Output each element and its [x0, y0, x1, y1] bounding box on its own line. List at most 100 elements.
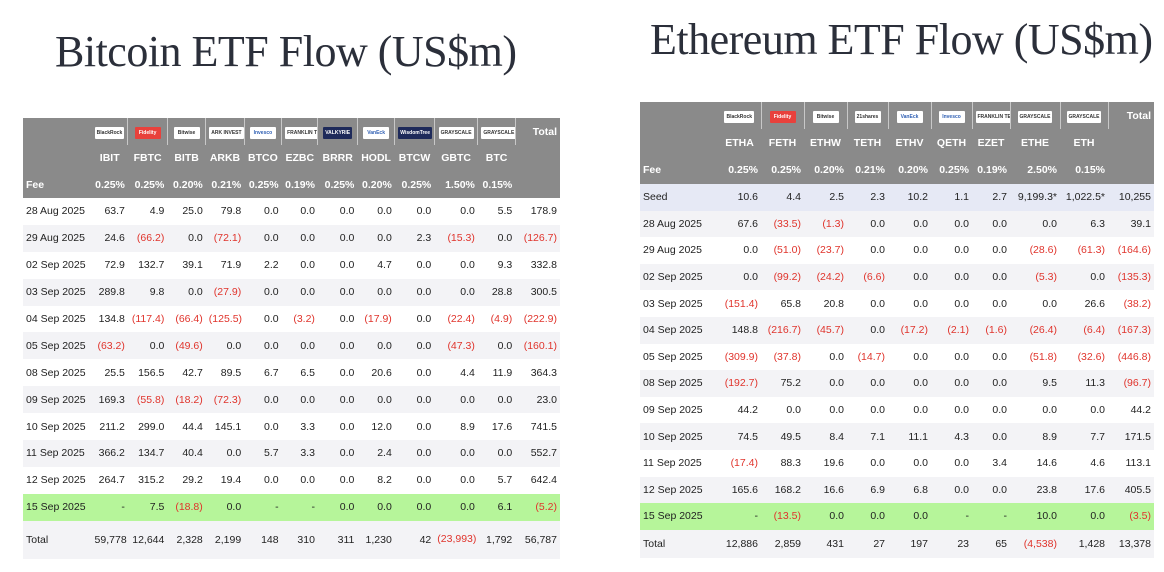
flow-value: 0.0 — [317, 386, 358, 414]
row-total-value: 642.4 — [515, 466, 560, 494]
ticker-label: TETH — [847, 129, 888, 156]
flow-value: 0.0 — [394, 251, 435, 279]
row-total-value: (135.3) — [1108, 263, 1154, 291]
flow-value: 0.0 — [888, 503, 931, 530]
flow-value: 74.5 — [718, 423, 761, 450]
ticker-label: FBTC — [127, 145, 168, 171]
flow-value: 145.1 — [205, 413, 245, 441]
flow-value: 0.0 — [847, 370, 888, 397]
flow-value: 0.0 — [931, 210, 972, 238]
flow-value: 17.6 — [477, 413, 516, 441]
flow-value: 2.5 — [804, 184, 847, 211]
flow-value: 9.8 — [127, 278, 168, 306]
flow-value: 49.5 — [761, 423, 804, 450]
issuer-logo-cell: Bitwise — [804, 102, 848, 129]
issuer-logo-cell: Bitwise — [167, 118, 207, 145]
flow-value: 0.0 — [394, 493, 435, 521]
flow-value: 0.0 — [847, 396, 888, 424]
ticker-label: GBTC — [434, 145, 478, 171]
fee-value: 0.25% — [91, 171, 128, 198]
issuer-logo-icon: BlackRock — [724, 110, 755, 123]
flow-value: 0.0 — [804, 503, 847, 530]
issuer-logo-cell: WisdomTree — [394, 118, 435, 145]
flow-value: (1.6) — [972, 316, 1010, 344]
flow-value: 0.0 — [167, 224, 206, 252]
flow-value: 1.1 — [931, 184, 972, 211]
cumulative-total-value: 2,328 — [167, 520, 206, 559]
row-total-value: (96.7) — [1108, 370, 1154, 397]
flow-value: 0.0 — [1010, 396, 1060, 424]
table-row: 04 Sep 2025 134.8 (117.4) (66.4) (125.5) 0.0(… — [23, 305, 560, 333]
issuer-logo-icon: Fidelity — [134, 126, 161, 139]
flow-value: - — [718, 503, 761, 530]
flow-value: (22.4) — [434, 305, 478, 333]
row-total-value: 300.5 — [515, 278, 560, 306]
flow-value: 19.4 — [205, 466, 245, 494]
issuer-logo-cell: BlackRock — [718, 102, 762, 129]
flow-value: 0.0 — [888, 343, 931, 371]
flow-value: (61.3) — [1060, 237, 1108, 264]
flow-value: (13.5) — [761, 503, 804, 530]
eth-flow-title: Ethereum ETF Flow (US$m) — [650, 15, 1153, 64]
flow-value: 0.0 — [718, 263, 761, 291]
flow-value: 0.0 — [718, 237, 761, 264]
ticker-label: HODL — [357, 145, 395, 171]
issuer-logo-icon: 21shares — [854, 110, 881, 123]
flow-value: 0.0 — [394, 466, 435, 494]
cumulative-total-value: 148 — [244, 520, 282, 559]
cumulative-total-value: 2,859 — [761, 529, 804, 558]
flow-value: 0.0 — [761, 396, 804, 424]
total-label: Total — [23, 520, 92, 559]
table-row: 10 Sep 2025 74.5 49.5 8.4 7.1 11.1 4.3 0.0 8.9 7.… — [640, 423, 1154, 450]
flow-value: 0.0 — [244, 278, 282, 306]
flow-value: 0.0 — [972, 396, 1010, 424]
flow-value: 0.0 — [1060, 396, 1108, 424]
flow-value: 0.0 — [394, 440, 435, 467]
fee-value: 0.15% — [1060, 156, 1108, 184]
fee-value: 0.25% — [761, 156, 804, 184]
blank-header-cell — [640, 129, 718, 156]
blank-header-cell — [1108, 129, 1154, 156]
issuer-logo-icon: GRAYSCALE — [438, 126, 474, 139]
flow-value: 63.7 — [91, 198, 128, 225]
eth-etf-flow-table: BlackRock Fidelity Bitwise 21shares VanEck In… — [640, 102, 1154, 558]
table-row: 08 Sep 2025 25.5 156.5 42.7 89.5 6.7 6.5 0.0 20.… — [23, 359, 560, 387]
fee-value: 0.25% — [718, 156, 761, 184]
row-total-value: (222.9) — [515, 305, 560, 333]
flow-value: 5.7 — [477, 466, 516, 494]
flow-value: 0.0 — [317, 440, 358, 467]
row-total-value: 332.8 — [515, 251, 560, 279]
ticker-label: BTCW — [394, 145, 435, 171]
flow-value: (17.9) — [357, 305, 395, 333]
seed-label: Seed — [640, 184, 718, 211]
flow-value: (63.2) — [91, 332, 128, 360]
flow-value: 0.0 — [357, 224, 395, 252]
flow-value: 2.2 — [244, 251, 282, 279]
flow-value: (99.2) — [761, 263, 804, 291]
flow-value: (26.4) — [1010, 316, 1060, 344]
fee-value: 0.21% — [847, 156, 888, 184]
flow-value: 165.6 — [718, 476, 761, 504]
cumulative-total-value: 431 — [804, 529, 847, 558]
flow-value: 11.3 — [1060, 370, 1108, 397]
flow-value: 0.0 — [434, 466, 478, 494]
flow-value: 3.3 — [281, 413, 318, 441]
fee-value: 0.20% — [167, 171, 206, 198]
row-date: 05 Sep 2025 — [23, 332, 92, 360]
flow-value: 17.6 — [1060, 476, 1108, 504]
row-total-value: (160.1) — [515, 332, 560, 360]
flow-value: (14.7) — [847, 343, 888, 371]
row-date: 11 Sep 2025 — [640, 449, 718, 477]
flow-value: 0.0 — [847, 449, 888, 477]
flow-value: 11.1 — [888, 423, 931, 450]
flow-value: 0.0 — [888, 370, 931, 397]
flow-value: 4.3 — [931, 423, 972, 450]
flow-value: 0.0 — [281, 466, 318, 494]
cumulative-total-value: (4,538) — [1010, 529, 1060, 558]
issuer-logo-icon: Invesco — [938, 110, 965, 123]
flow-value: 2.3 — [847, 184, 888, 211]
flow-value: 6.8 — [888, 476, 931, 504]
flow-value: 2.3 — [394, 224, 435, 252]
table-row: 03 Sep 2025 (151.4) 65.8 20.8 0.0 0.0 0.0 0.0 0.… — [640, 290, 1154, 317]
flow-value: 0.0 — [477, 386, 516, 414]
